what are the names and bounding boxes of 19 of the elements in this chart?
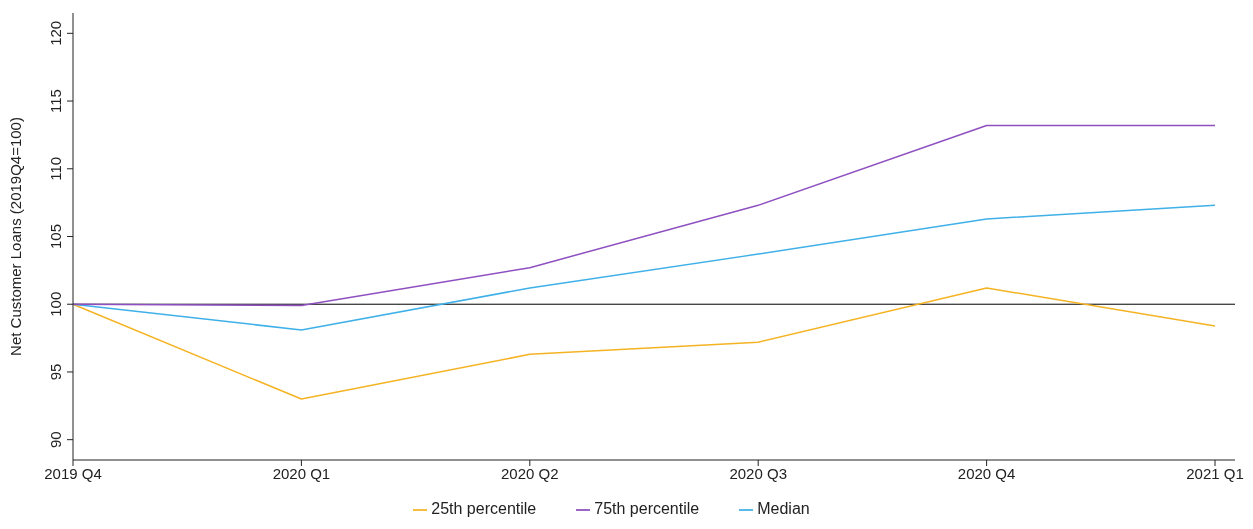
- legend-label: Median: [757, 500, 810, 517]
- line-series: [72, 124, 1216, 307]
- legend-label: 25th percentile: [431, 500, 537, 517]
- y-tick-label: 105: [47, 223, 64, 250]
- x-tick-label: 2019 Q4: [44, 464, 102, 482]
- y-tick-label: 95: [47, 363, 64, 381]
- x-tick-label: 2020 Q4: [957, 464, 1016, 482]
- line-series: [72, 287, 1216, 400]
- x-tick-label: 2020 Q2: [501, 464, 559, 482]
- x-tick-label: 2020 Q3: [729, 464, 787, 482]
- y-tick-label: 100: [47, 291, 64, 317]
- y-axis-title: Net Customer Loans (2019Q4=100): [7, 117, 25, 356]
- y-tick-label: 90: [47, 431, 64, 449]
- x-tick-label: 2021 Q1: [1186, 464, 1244, 482]
- legend-label: 75th percentile: [594, 500, 700, 517]
- y-tick-label: 120: [47, 20, 64, 46]
- y-tick-label: 115: [47, 89, 64, 114]
- y-tick-label: 110: [47, 156, 64, 181]
- x-tick-label: 2020 Q1: [272, 464, 331, 482]
